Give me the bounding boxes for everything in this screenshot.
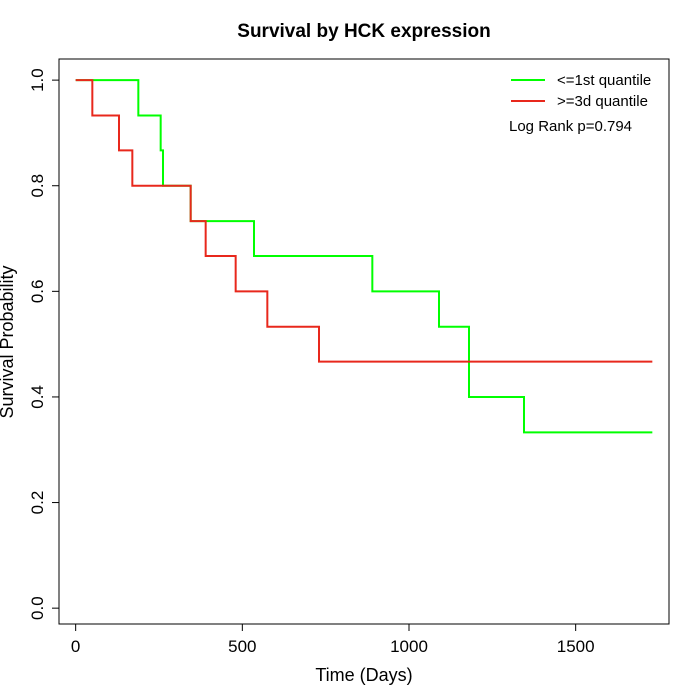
y-tick-label: 0.2 <box>28 491 47 515</box>
y-tick-label: 1.0 <box>28 68 47 92</box>
y-axis-label: Survival Probability <box>0 265 17 418</box>
x-tick-label: 0 <box>71 637 80 656</box>
survival-curve-1 <box>75 79 653 363</box>
y-tick-label: 0.4 <box>28 385 47 409</box>
log-rank-annotation: Log Rank p=0.794 <box>509 118 632 135</box>
y-axis: 0.0 0.2 0.4 0.6 0.8 1.0 <box>28 68 60 620</box>
x-tick-label: 1000 <box>390 637 428 656</box>
chart-title: Survival by HCK expression <box>237 21 490 42</box>
y-tick-label: 0.0 <box>28 596 47 620</box>
legend: <=1st quantile >=3d quantile <box>511 72 651 110</box>
series-layer <box>75 79 653 434</box>
x-axis: 0 500 1000 1500 <box>71 623 595 656</box>
survival-curve-0 <box>75 79 653 434</box>
y-tick-label: 0.8 <box>28 174 47 198</box>
x-axis-label: Time (Days) <box>315 665 412 685</box>
y-tick-label: 0.6 <box>28 280 47 304</box>
legend-label: >=3d quantile <box>557 93 648 110</box>
plot-frame <box>58 58 670 625</box>
x-tick-label: 500 <box>228 637 256 656</box>
x-tick-label: 1500 <box>557 637 595 656</box>
legend-label: <=1st quantile <box>557 72 651 89</box>
